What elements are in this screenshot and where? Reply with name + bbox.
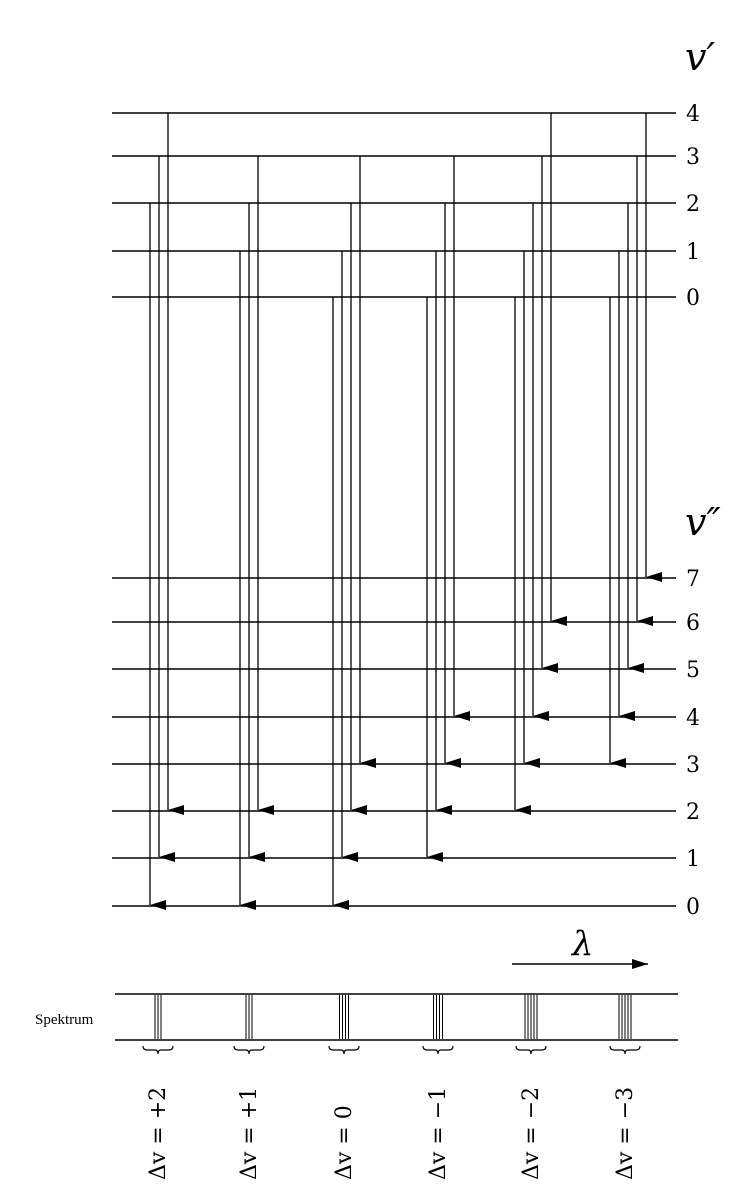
wavelength-label: λ	[570, 924, 594, 964]
delta-v-label: Δv = −3	[613, 1087, 638, 1180]
spectrum-brace	[609, 1045, 641, 1055]
spectrum-brace	[515, 1045, 547, 1055]
spectrum-lines	[154, 995, 632, 1039]
transition-arrows	[149, 113, 662, 910]
spectrum-brace	[233, 1045, 265, 1055]
upper-level-label-2: 2	[686, 192, 700, 217]
delta-v-label: Δv = −2	[519, 1087, 544, 1180]
lower-level-label-7: 7	[686, 567, 700, 592]
spectrum-brace	[422, 1045, 454, 1055]
lower-levels: 7 6 5 4 3 2 1 0	[112, 567, 700, 920]
spectrum-brace	[328, 1045, 360, 1055]
upper-level-label-1: 1	[686, 240, 700, 265]
lower-level-label-6: 6	[686, 611, 700, 636]
spectrum-label: Spektrum	[35, 1012, 94, 1028]
upper-state-label: v′	[685, 35, 715, 79]
delta-v-labels: Δv = +2 Δv = +1 Δv = 0 Δv = −1 Δv = −2 Δv = −…	[146, 1087, 638, 1180]
upper-level-label-3: 3	[686, 145, 700, 170]
upper-level-label-0: 0	[686, 286, 700, 311]
upper-level-label-4: 4	[686, 102, 700, 127]
lower-level-label-0: 0	[686, 895, 700, 920]
lower-state-label: v″	[685, 500, 721, 544]
delta-v-label: Δv = +2	[146, 1087, 171, 1180]
spectrum-brace	[142, 1045, 174, 1055]
lower-level-label-3: 3	[686, 753, 700, 778]
delta-v-label: Δv = −1	[426, 1087, 451, 1180]
spectrum-braces	[142, 1045, 641, 1055]
delta-v-label: Δv = +1	[237, 1087, 262, 1180]
lower-level-label-2: 2	[686, 800, 700, 825]
lower-level-label-4: 4	[686, 706, 700, 731]
lower-level-label-1: 1	[686, 847, 700, 872]
lower-level-label-5: 5	[686, 658, 700, 683]
delta-v-label: Δv = 0	[332, 1105, 357, 1180]
upper-levels: 4 3 2 1 0	[112, 102, 700, 311]
